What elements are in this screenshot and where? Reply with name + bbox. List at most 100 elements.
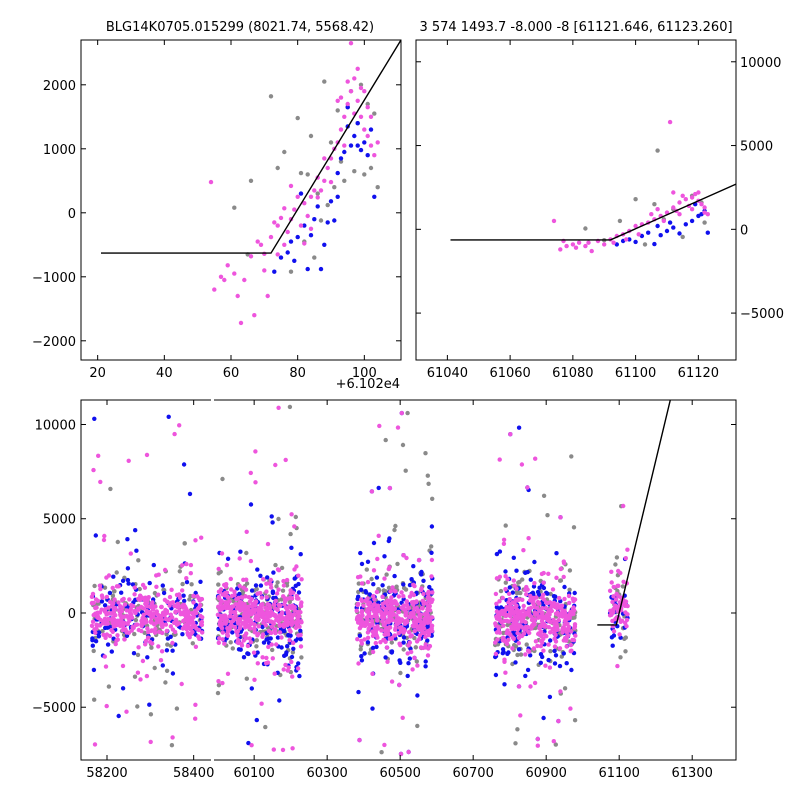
pink-point (255, 239, 260, 244)
pink-point (407, 640, 412, 645)
pink-point (308, 226, 314, 231)
pink-point (541, 570, 546, 576)
pink-point (225, 630, 230, 635)
pink-point (281, 583, 287, 588)
gray-point (106, 684, 112, 689)
blue-point (289, 654, 295, 660)
pink-point (524, 584, 529, 590)
pink-point (411, 582, 416, 587)
pink-point (558, 515, 563, 520)
pink-point (193, 538, 198, 543)
pink-point (163, 622, 169, 627)
pink-point (145, 597, 150, 602)
blue-point (356, 594, 361, 599)
gray-point (102, 585, 108, 590)
blue-point (277, 698, 282, 703)
pink-point (197, 636, 202, 641)
pink-point (408, 615, 413, 620)
blue-point (514, 568, 519, 573)
gray-point (541, 493, 547, 498)
gray-point (273, 562, 278, 568)
pink-point (405, 651, 410, 656)
pink-point (167, 594, 173, 600)
gray-point (620, 584, 626, 589)
pink-point (225, 671, 231, 676)
gray-point (244, 550, 249, 556)
gray-point (248, 178, 254, 183)
gray-point (290, 650, 296, 655)
gray-point (617, 218, 623, 224)
pink-point (541, 592, 546, 597)
pink-point (196, 627, 202, 633)
blue-point (119, 590, 124, 595)
model-line (101, 40, 401, 254)
pink-point (248, 470, 253, 476)
pink-point (279, 635, 284, 640)
pink-point (375, 618, 380, 623)
pink-point (494, 576, 500, 581)
pink-point (167, 603, 172, 608)
pink-point (624, 624, 629, 629)
gray-point (352, 169, 357, 174)
pink-point (299, 600, 304, 605)
pink-point (180, 563, 185, 568)
pink-point (403, 613, 408, 618)
blue-point (180, 632, 185, 637)
pink-point (305, 213, 310, 219)
blue-point (93, 533, 99, 538)
pink-point (392, 606, 397, 611)
x-tick-label: 60500 (379, 766, 420, 781)
pink-point (248, 558, 254, 564)
axes-frame (214, 399, 737, 761)
gray-point (338, 159, 344, 164)
pink-point (170, 735, 175, 740)
pink-point (393, 627, 398, 632)
blue-point (541, 585, 547, 591)
blue-point (271, 570, 276, 575)
pink-point (156, 592, 161, 597)
pink-point (430, 590, 435, 595)
pink-point (187, 625, 193, 630)
pink-point (359, 638, 364, 644)
gray-point (220, 476, 225, 482)
pink-point (546, 609, 551, 614)
gray-point (148, 712, 154, 717)
blue-point (181, 462, 187, 467)
blue-point (370, 706, 375, 711)
blue-point (389, 649, 395, 654)
pink-point (407, 594, 413, 599)
blue-point (295, 234, 300, 240)
pink-point (612, 603, 618, 608)
blue-point (374, 575, 380, 580)
pink-point (389, 607, 394, 612)
blue-point (271, 595, 276, 601)
pink-point (417, 637, 422, 642)
pink-point (513, 605, 518, 610)
blue-point (507, 585, 512, 590)
blue-point (376, 485, 381, 491)
blue-point (421, 578, 426, 583)
pink-point (99, 593, 105, 598)
pink-point (382, 576, 387, 581)
pink-point (237, 583, 242, 589)
pink-point (290, 674, 295, 679)
pink-point (387, 485, 393, 491)
pink-point (266, 644, 271, 650)
pink-point (518, 633, 523, 638)
pink-point (121, 614, 127, 619)
blue-point (147, 702, 152, 707)
blue-point (92, 416, 97, 421)
pink-point (362, 637, 367, 642)
pink-point (229, 587, 234, 592)
pink-point (115, 637, 121, 642)
pink-point (89, 600, 95, 606)
pink-point (522, 627, 527, 632)
blue-point (419, 569, 424, 575)
blue-point (338, 156, 344, 161)
panel-b-title: 3 574 1493.7 -8.000 -8 [61121.646, 61123… (419, 20, 732, 35)
pink-point (506, 591, 512, 596)
pink-point (302, 241, 307, 246)
y-tick-label: 10000 (740, 56, 781, 71)
pink-point (277, 623, 283, 628)
blue-point (288, 239, 294, 244)
